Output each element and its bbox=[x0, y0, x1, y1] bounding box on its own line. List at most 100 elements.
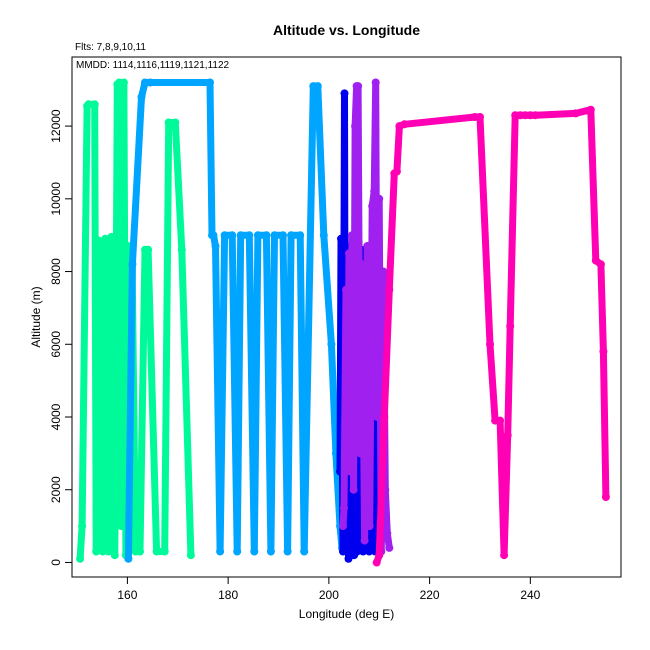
data-point bbox=[340, 503, 348, 512]
data-point bbox=[392, 167, 401, 176]
data-point bbox=[596, 260, 605, 269]
data-point bbox=[152, 547, 161, 556]
data-point bbox=[363, 242, 372, 251]
data-point bbox=[206, 78, 214, 87]
y-axis: 0 2000 4000 6000 8000 10000 12000 bbox=[49, 109, 73, 566]
x-tick-label: 160 bbox=[117, 588, 137, 602]
data-point bbox=[313, 82, 322, 91]
data-point bbox=[171, 118, 180, 127]
data-point bbox=[90, 100, 99, 109]
x-axis-label: Longitude (deg E) bbox=[299, 607, 394, 621]
data-point bbox=[186, 551, 195, 560]
data-point bbox=[216, 547, 225, 556]
data-point bbox=[92, 547, 101, 556]
data-point bbox=[571, 109, 580, 118]
data-point bbox=[354, 82, 363, 91]
data-point bbox=[253, 231, 262, 240]
data-point bbox=[360, 536, 369, 545]
data-point bbox=[347, 543, 355, 552]
dates-annotation: MMDD: 1114,1116,1119,1121,1122 bbox=[76, 60, 230, 71]
data-point bbox=[341, 543, 350, 552]
y-tick-label: 4000 bbox=[49, 403, 63, 430]
x-tick-label: 220 bbox=[420, 588, 440, 602]
data-point bbox=[319, 231, 328, 240]
y-tick-label: 8000 bbox=[49, 258, 63, 285]
data-point bbox=[245, 231, 254, 240]
data-point bbox=[177, 245, 186, 254]
data-point bbox=[128, 260, 137, 269]
chart-title: Altitude vs. Longitude bbox=[273, 22, 420, 38]
data-point bbox=[296, 231, 305, 240]
data-point bbox=[266, 547, 275, 556]
data-point bbox=[300, 547, 309, 556]
data-point bbox=[586, 105, 595, 114]
data-point bbox=[400, 120, 409, 129]
data-point bbox=[136, 547, 144, 556]
data-point bbox=[340, 89, 349, 98]
data-point bbox=[283, 547, 292, 556]
data-point bbox=[486, 340, 494, 349]
data-point bbox=[119, 78, 128, 87]
data-point bbox=[270, 231, 279, 240]
data-point bbox=[351, 122, 360, 131]
data-point bbox=[349, 485, 358, 494]
data-point bbox=[379, 267, 388, 276]
data-point bbox=[236, 231, 245, 240]
data-point bbox=[373, 413, 382, 421]
data-point bbox=[107, 233, 116, 241]
x-tick-label: 180 bbox=[218, 588, 238, 602]
data-point bbox=[117, 522, 126, 531]
data-point bbox=[343, 449, 352, 458]
data-point bbox=[124, 554, 133, 563]
data-point bbox=[500, 551, 509, 560]
data-point bbox=[506, 322, 515, 331]
data-point bbox=[375, 194, 384, 203]
y-tick-label: 10000 bbox=[49, 182, 63, 216]
x-axis: 160 180 200 220 240 bbox=[117, 576, 541, 602]
data-point bbox=[144, 245, 153, 254]
data-point bbox=[160, 547, 169, 556]
data-point bbox=[279, 231, 287, 240]
y-axis-label: Altitude (m) bbox=[29, 286, 43, 347]
series-layer bbox=[76, 78, 610, 567]
series-line-2 bbox=[124, 79, 346, 563]
y-tick-label: 6000 bbox=[49, 331, 63, 358]
data-point bbox=[327, 340, 336, 349]
data-point bbox=[104, 547, 113, 556]
data-point bbox=[531, 111, 540, 120]
data-point bbox=[348, 231, 356, 240]
data-point bbox=[137, 93, 146, 101]
y-tick-label: 12000 bbox=[49, 109, 63, 143]
flights-annotation: Flts: 7,8,9,10,11 bbox=[75, 42, 146, 53]
data-point bbox=[365, 522, 374, 531]
x-tick-label: 200 bbox=[319, 588, 339, 602]
data-point bbox=[220, 231, 229, 240]
data-point bbox=[371, 78, 380, 87]
data-point bbox=[383, 529, 392, 538]
data-point bbox=[476, 113, 484, 121]
data-point bbox=[337, 234, 345, 243]
data-point bbox=[385, 543, 394, 552]
data-point bbox=[78, 522, 87, 531]
data-point bbox=[345, 249, 353, 258]
data-point bbox=[380, 413, 389, 421]
data-point bbox=[342, 285, 350, 294]
data-point bbox=[233, 547, 242, 556]
data-point bbox=[599, 347, 608, 356]
data-point bbox=[372, 558, 381, 567]
data-point bbox=[110, 551, 119, 560]
data-point bbox=[601, 493, 610, 501]
data-point bbox=[496, 416, 505, 425]
x-tick-label: 240 bbox=[520, 588, 540, 602]
data-point bbox=[76, 554, 85, 563]
data-point bbox=[503, 431, 512, 440]
data-point bbox=[339, 522, 347, 531]
data-point bbox=[385, 285, 394, 294]
data-point bbox=[250, 547, 259, 556]
data-point bbox=[375, 551, 384, 560]
data-point bbox=[146, 78, 155, 87]
data-point bbox=[84, 100, 93, 109]
series-line-5 bbox=[373, 106, 610, 566]
data-point bbox=[346, 467, 355, 476]
